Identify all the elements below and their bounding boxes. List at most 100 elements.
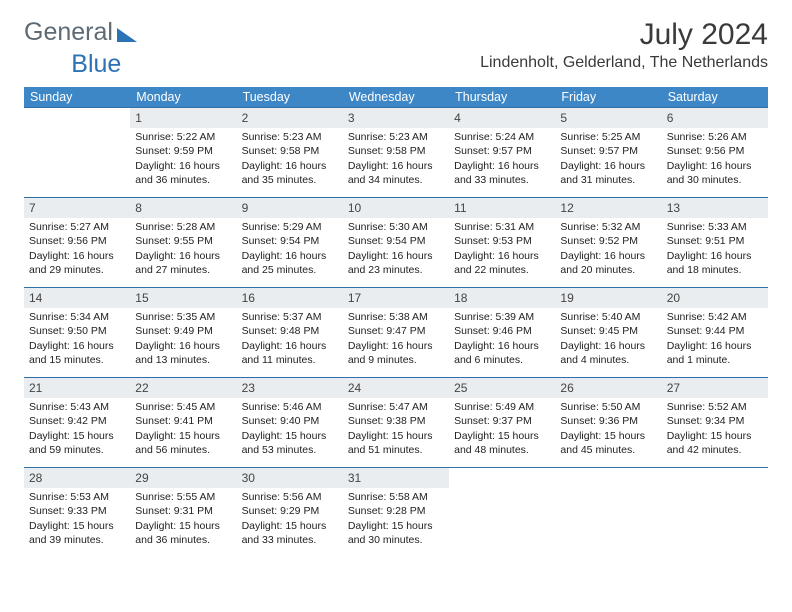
- day-body: Sunrise: 5:52 AMSunset: 9:34 PMDaylight:…: [662, 398, 768, 462]
- calendar-page: General July 2024 Lindenholt, Gelderland…: [0, 0, 792, 569]
- sunrise-text: Sunrise: 5:45 AM: [135, 400, 231, 414]
- day-body: Sunrise: 5:29 AMSunset: 9:54 PMDaylight:…: [237, 218, 343, 282]
- daylight-text: Daylight: 16 hours and 11 minutes.: [242, 339, 338, 367]
- calendar-day-cell: 29Sunrise: 5:55 AMSunset: 9:31 PMDayligh…: [130, 467, 236, 557]
- day-number: 3: [343, 107, 449, 128]
- location-text: Lindenholt, Gelderland, The Netherlands: [480, 54, 768, 72]
- sunset-text: Sunset: 9:34 PM: [667, 414, 763, 428]
- day-number: 1: [130, 107, 236, 128]
- sunset-text: Sunset: 9:51 PM: [667, 234, 763, 248]
- sunrise-text: Sunrise: 5:31 AM: [454, 220, 550, 234]
- day-body: Sunrise: 5:31 AMSunset: 9:53 PMDaylight:…: [449, 218, 555, 282]
- weekday-header: Sunday: [24, 87, 130, 107]
- sunset-text: Sunset: 9:47 PM: [348, 324, 444, 338]
- day-number: 20: [662, 287, 768, 308]
- day-number: 12: [555, 197, 661, 218]
- day-number: 29: [130, 467, 236, 488]
- calendar-head: SundayMondayTuesdayWednesdayThursdayFrid…: [24, 87, 768, 107]
- sunrise-text: Sunrise: 5:30 AM: [348, 220, 444, 234]
- calendar-day-cell: 30Sunrise: 5:56 AMSunset: 9:29 PMDayligh…: [237, 467, 343, 557]
- sunset-text: Sunset: 9:56 PM: [667, 144, 763, 158]
- sunset-text: Sunset: 9:40 PM: [242, 414, 338, 428]
- day-number: 23: [237, 377, 343, 398]
- daylight-text: Daylight: 16 hours and 29 minutes.: [29, 249, 125, 277]
- calendar-week-row: 21Sunrise: 5:43 AMSunset: 9:42 PMDayligh…: [24, 377, 768, 467]
- calendar-day-cell: 26Sunrise: 5:50 AMSunset: 9:36 PMDayligh…: [555, 377, 661, 467]
- calendar-week-row: 1Sunrise: 5:22 AMSunset: 9:59 PMDaylight…: [24, 107, 768, 197]
- day-body: Sunrise: 5:28 AMSunset: 9:55 PMDaylight:…: [130, 218, 236, 282]
- day-number: 11: [449, 197, 555, 218]
- sunrise-text: Sunrise: 5:33 AM: [667, 220, 763, 234]
- sunrise-text: Sunrise: 5:23 AM: [348, 130, 444, 144]
- sunset-text: Sunset: 9:55 PM: [135, 234, 231, 248]
- day-body: Sunrise: 5:22 AMSunset: 9:59 PMDaylight:…: [130, 128, 236, 192]
- daylight-text: Daylight: 16 hours and 15 minutes.: [29, 339, 125, 367]
- daylight-text: Daylight: 15 hours and 33 minutes.: [242, 519, 338, 547]
- sunrise-text: Sunrise: 5:55 AM: [135, 490, 231, 504]
- day-body: Sunrise: 5:35 AMSunset: 9:49 PMDaylight:…: [130, 308, 236, 372]
- sunrise-text: Sunrise: 5:50 AM: [560, 400, 656, 414]
- day-body: Sunrise: 5:27 AMSunset: 9:56 PMDaylight:…: [24, 218, 130, 282]
- sunrise-text: Sunrise: 5:56 AM: [242, 490, 338, 504]
- daylight-text: Daylight: 16 hours and 30 minutes.: [667, 159, 763, 187]
- daylight-text: Daylight: 15 hours and 45 minutes.: [560, 429, 656, 457]
- sunset-text: Sunset: 9:57 PM: [560, 144, 656, 158]
- sunset-text: Sunset: 9:46 PM: [454, 324, 550, 338]
- daylight-text: Daylight: 16 hours and 25 minutes.: [242, 249, 338, 277]
- sunset-text: Sunset: 9:37 PM: [454, 414, 550, 428]
- brand-triangle-icon: [117, 28, 137, 42]
- day-number: 28: [24, 467, 130, 488]
- weekday-header: Thursday: [449, 87, 555, 107]
- day-number: 22: [130, 377, 236, 398]
- calendar-day-cell: [662, 467, 768, 557]
- day-number: 4: [449, 107, 555, 128]
- day-body: Sunrise: 5:49 AMSunset: 9:37 PMDaylight:…: [449, 398, 555, 462]
- day-body: Sunrise: 5:25 AMSunset: 9:57 PMDaylight:…: [555, 128, 661, 192]
- day-number: 31: [343, 467, 449, 488]
- calendar-day-cell: 17Sunrise: 5:38 AMSunset: 9:47 PMDayligh…: [343, 287, 449, 377]
- calendar-day-cell: 27Sunrise: 5:52 AMSunset: 9:34 PMDayligh…: [662, 377, 768, 467]
- calendar-day-cell: 13 Sunrise: 5:33 AMSunset: 9:51 PMDayligh…: [662, 197, 768, 287]
- sunrise-text: Sunrise: 5:25 AM: [560, 130, 656, 144]
- daylight-text: Daylight: 16 hours and 6 minutes.: [454, 339, 550, 367]
- calendar-day-cell: 11Sunrise: 5:31 AMSunset: 9:53 PMDayligh…: [449, 197, 555, 287]
- daylight-text: Daylight: 16 hours and 4 minutes.: [560, 339, 656, 367]
- sunrise-text: Sunrise: 5:52 AM: [667, 400, 763, 414]
- weekday-header: Monday: [130, 87, 236, 107]
- calendar-day-cell: 28Sunrise: 5:53 AMSunset: 9:33 PMDayligh…: [24, 467, 130, 557]
- day-number: 5: [555, 107, 661, 128]
- day-number: 14: [24, 287, 130, 308]
- calendar-day-cell: 15Sunrise: 5:35 AMSunset: 9:49 PMDayligh…: [130, 287, 236, 377]
- day-body: Sunrise: 5:23 AMSunset: 9:58 PMDaylight:…: [343, 128, 449, 192]
- sunset-text: Sunset: 9:54 PM: [242, 234, 338, 248]
- day-body: Sunrise: 5:26 AMSunset: 9:56 PMDaylight:…: [662, 128, 768, 192]
- day-body: Sunrise: 5:38 AMSunset: 9:47 PMDaylight:…: [343, 308, 449, 372]
- day-number: 7: [24, 197, 130, 218]
- sunset-text: Sunset: 9:31 PM: [135, 504, 231, 518]
- sunrise-text: Sunrise: 5:22 AM: [135, 130, 231, 144]
- sunrise-text: Sunrise: 5:29 AM: [242, 220, 338, 234]
- calendar-day-cell: 14Sunrise: 5:34 AMSunset: 9:50 PMDayligh…: [24, 287, 130, 377]
- sunset-text: Sunset: 9:57 PM: [454, 144, 550, 158]
- day-number: 10: [343, 197, 449, 218]
- weekday-header: Wednesday: [343, 87, 449, 107]
- daylight-text: Daylight: 15 hours and 36 minutes.: [135, 519, 231, 547]
- sunrise-text: Sunrise: 5:38 AM: [348, 310, 444, 324]
- calendar-day-cell: 24Sunrise: 5:47 AMSunset: 9:38 PMDayligh…: [343, 377, 449, 467]
- daylight-text: Daylight: 16 hours and 18 minutes.: [667, 249, 763, 277]
- daylight-text: Daylight: 16 hours and 27 minutes.: [135, 249, 231, 277]
- sunset-text: Sunset: 9:58 PM: [242, 144, 338, 158]
- calendar-day-cell: [24, 107, 130, 197]
- daylight-text: Daylight: 15 hours and 53 minutes.: [242, 429, 338, 457]
- day-number: 30: [237, 467, 343, 488]
- calendar-day-cell: 31Sunrise: 5:58 AMSunset: 9:28 PMDayligh…: [343, 467, 449, 557]
- day-number: 24: [343, 377, 449, 398]
- daylight-text: Daylight: 16 hours and 13 minutes.: [135, 339, 231, 367]
- day-body: Sunrise: 5:50 AMSunset: 9:36 PMDaylight:…: [555, 398, 661, 462]
- title-block: July 2024 Lindenholt, Gelderland, The Ne…: [480, 18, 768, 72]
- day-number: 13: [662, 197, 768, 218]
- sunrise-text: Sunrise: 5:53 AM: [29, 490, 125, 504]
- weekday-header: Friday: [555, 87, 661, 107]
- weekday-header: Saturday: [662, 87, 768, 107]
- day-body: Sunrise: 5:55 AMSunset: 9:31 PMDaylight:…: [130, 488, 236, 552]
